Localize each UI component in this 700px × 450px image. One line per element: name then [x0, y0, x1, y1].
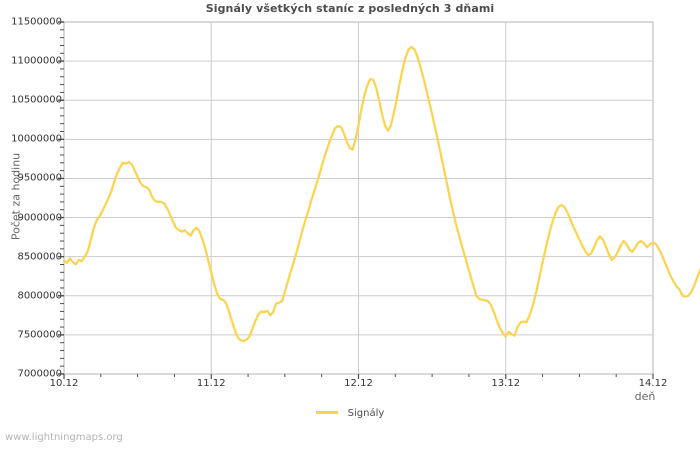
- y-tick-label: 7500000: [17, 329, 62, 341]
- data-series-signaly: [534, 203, 700, 298]
- y-tick-label: 10500000: [11, 94, 62, 106]
- y-tick-label: 11500000: [11, 16, 62, 28]
- x-tick-label: 10.12: [49, 378, 79, 389]
- y-tick-label: 8000000: [17, 290, 62, 302]
- watermark-text: www.lightningmaps.org: [5, 432, 123, 443]
- legend-swatch-signaly: [315, 411, 338, 414]
- x-tick-label: 14.12: [638, 378, 668, 389]
- y-tick-label: 9000000: [17, 212, 62, 224]
- y-axis-tick-labels: 11500000 11000000 10500000 10000000 9500000 9…: [0, 0, 62, 450]
- y-tick-label: 7000000: [17, 368, 62, 380]
- x-tick-label: 12.12: [344, 378, 373, 389]
- chart-legend: Signály: [0, 408, 700, 420]
- x-tick-label: 11.12: [196, 378, 226, 389]
- y-tick-label: 10000000: [11, 133, 62, 145]
- x-axis-title: deň: [634, 390, 656, 403]
- y-tick-label: 11000000: [11, 55, 62, 67]
- y-tick-label: 9500000: [17, 172, 62, 184]
- legend-label-signaly: Signály: [347, 408, 385, 419]
- x-tick-label: 13.12: [491, 378, 521, 389]
- y-tick-label: 8500000: [17, 251, 62, 263]
- chart-title: Signály všetkých staníc z posledných 3 d…: [205, 2, 495, 15]
- data-series-signaly: [62, 45, 537, 343]
